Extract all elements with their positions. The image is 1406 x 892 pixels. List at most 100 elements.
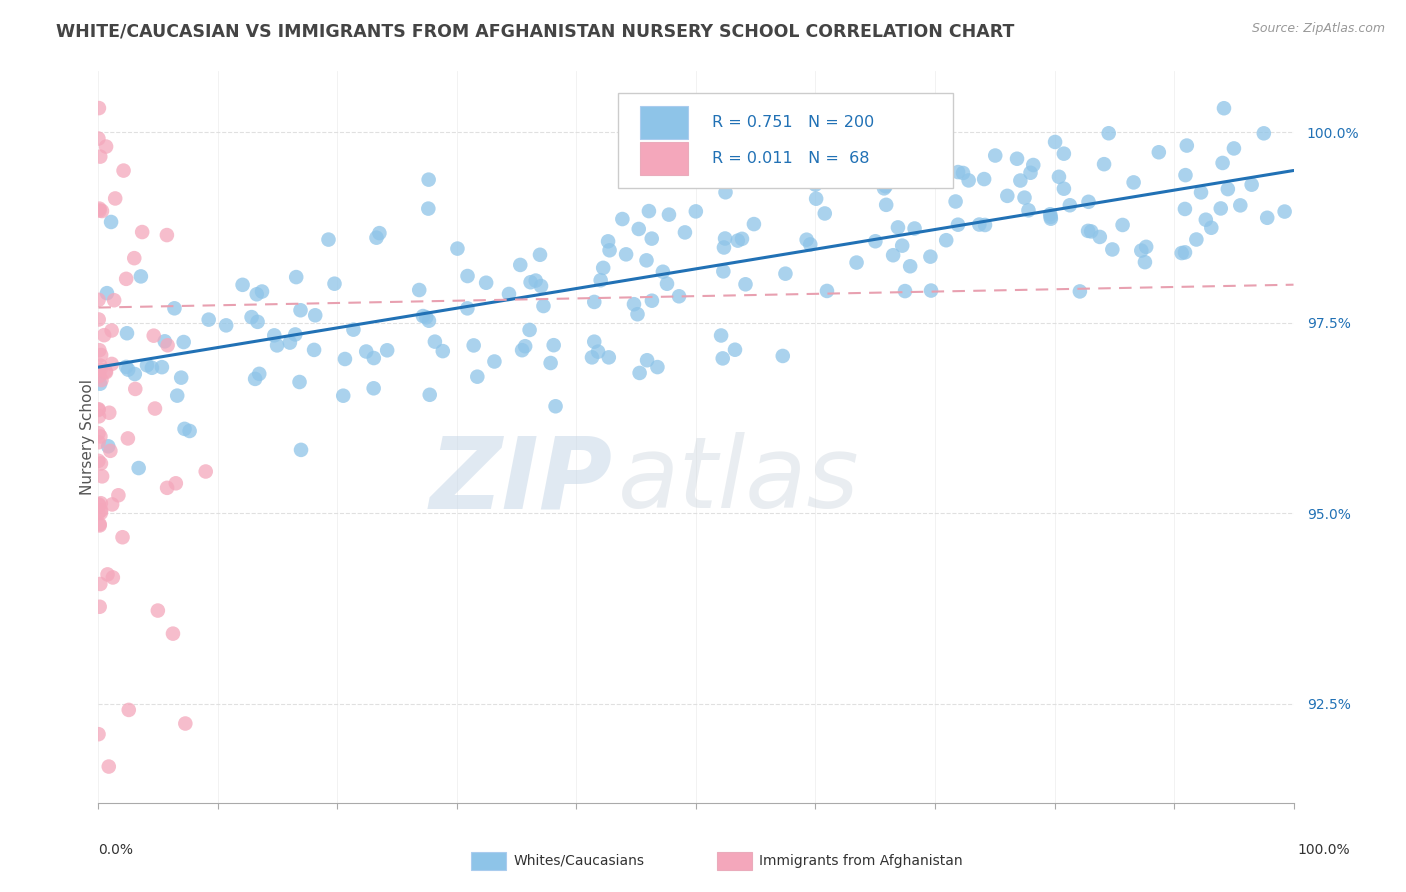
Text: 0.0%: 0.0% (98, 843, 134, 857)
Point (146, 603, 169, 617)
Point (165, 476, 187, 491)
Point (727, 234, 749, 248)
Point (1043, 135, 1066, 149)
Point (655, 277, 678, 291)
Point (714, 231, 737, 245)
Point (1098, 126, 1121, 140)
Point (246, 315, 269, 329)
Point (89, 518, 111, 533)
Point (1253, 126, 1275, 140)
Point (638, 204, 661, 219)
Point (288, 375, 311, 389)
Point (465, 369, 488, 384)
FancyBboxPatch shape (640, 143, 688, 175)
Point (519, 275, 541, 289)
Point (498, 287, 520, 301)
Point (100, 357, 122, 371)
Point (1185, 232, 1208, 246)
Point (772, 349, 794, 363)
Point (636, 253, 658, 268)
Point (1111, 218, 1133, 232)
Point (101, 497, 124, 511)
Point (509, 258, 531, 272)
Point (711, 351, 734, 366)
Point (266, 338, 288, 352)
Point (463, 338, 485, 352)
Point (87, 131, 110, 145)
Point (1122, 175, 1144, 189)
Point (173, 422, 195, 436)
Point (873, 181, 896, 195)
Point (90, 457, 112, 471)
Point (98, 443, 121, 458)
Point (623, 297, 645, 311)
Point (156, 338, 179, 352)
Y-axis label: Nursery School: Nursery School (80, 379, 94, 495)
Point (651, 265, 673, 279)
Point (688, 160, 710, 174)
Point (111, 530, 134, 544)
Point (1216, 182, 1239, 196)
Point (136, 359, 159, 373)
Point (592, 260, 614, 275)
Point (1223, 141, 1246, 155)
Point (1240, 178, 1263, 192)
Point (118, 703, 141, 717)
Point (302, 343, 325, 357)
Point (87, 403, 110, 417)
FancyBboxPatch shape (640, 106, 688, 138)
Point (1017, 203, 1039, 218)
Point (799, 237, 821, 252)
Point (418, 314, 440, 328)
Point (583, 334, 606, 349)
Point (419, 388, 441, 402)
Point (89, 202, 111, 216)
Point (1080, 224, 1102, 238)
Point (96, 567, 118, 582)
Point (1022, 158, 1045, 172)
Point (115, 272, 138, 286)
Text: Source: ZipAtlas.com: Source: ZipAtlas.com (1251, 22, 1385, 36)
Point (581, 351, 603, 365)
Point (1077, 224, 1099, 238)
Point (94, 365, 117, 379)
Point (423, 334, 446, 349)
Point (1174, 168, 1197, 182)
Point (1175, 138, 1198, 153)
Point (1274, 204, 1296, 219)
Text: R = 0.011   N =  68: R = 0.011 N = 68 (711, 152, 869, 166)
Point (1209, 202, 1232, 216)
Point (589, 273, 612, 287)
Point (530, 279, 553, 293)
Point (484, 354, 506, 368)
Point (1170, 246, 1192, 260)
Point (89, 577, 111, 591)
Point (363, 381, 385, 395)
Point (804, 192, 827, 206)
Point (285, 270, 308, 285)
Point (1088, 230, 1111, 244)
Point (432, 344, 454, 359)
Point (935, 233, 957, 247)
Point (87, 426, 110, 441)
Point (96, 286, 118, 301)
Point (710, 328, 733, 343)
Point (1047, 169, 1070, 184)
Point (117, 362, 139, 376)
Point (87, 435, 110, 450)
Point (775, 267, 797, 281)
Point (529, 248, 551, 262)
Point (952, 166, 974, 180)
Point (366, 230, 388, 244)
Point (598, 351, 620, 365)
Point (1212, 156, 1234, 170)
Point (647, 360, 669, 375)
Point (89, 343, 111, 358)
Point (89, 517, 111, 532)
Point (166, 389, 188, 403)
Point (363, 351, 385, 365)
Point (973, 172, 995, 186)
Point (197, 312, 219, 326)
Point (94, 139, 117, 153)
Point (1039, 210, 1062, 224)
